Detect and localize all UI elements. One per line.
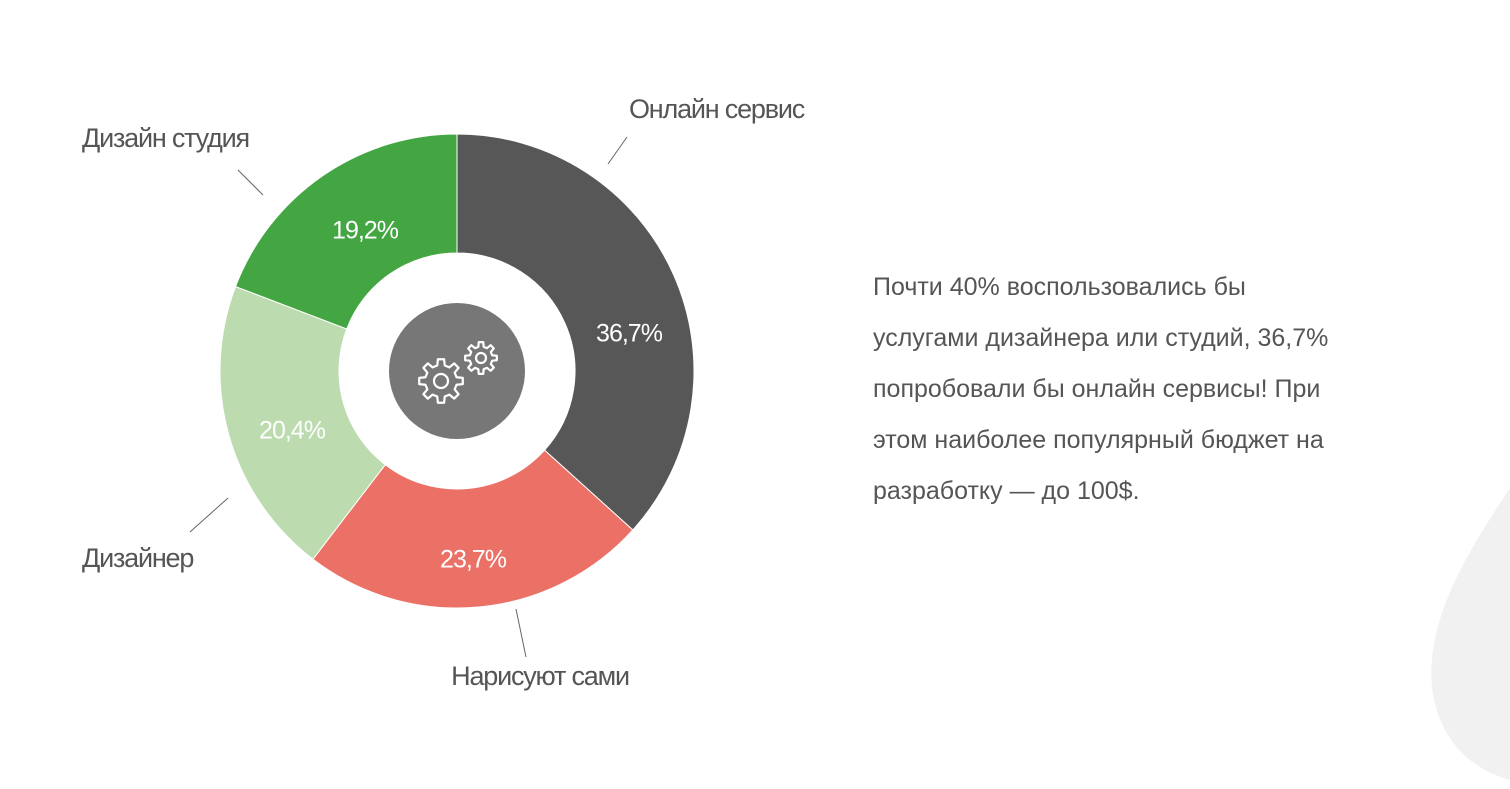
slice-labels: 36,7% Онлайн сервис 23,7% Нарисуют сами 20,4…: [82, 94, 806, 691]
donut-slice: [312, 449, 634, 609]
description-text: Почти 40% воспользовались бы услугами ди…: [873, 262, 1453, 517]
large-gear-hole-icon: [432, 372, 450, 390]
description-line: услугами дизайнера или студий, 36,7%: [873, 324, 1329, 352]
leader-line: [189, 497, 229, 533]
description-line: этом наиболее популярный бюджет на: [873, 426, 1324, 454]
donut-slice: [234, 133, 458, 330]
slice-category-label: Онлайн сервис: [629, 94, 805, 124]
small-gear-icon: [464, 341, 498, 375]
slice-value-label: 36,7%: [596, 320, 663, 348]
donut-chart: 36,7% Онлайн сервис 23,7% Нарисуют сами 20,4…: [82, 94, 806, 691]
leader-line: [237, 169, 264, 196]
slice-value-label: 23,7%: [440, 546, 507, 574]
gears-icon: [418, 341, 498, 404]
center-badge: [389, 303, 525, 439]
leader-line: [607, 136, 628, 165]
slice-category-label: Дизайнер: [82, 543, 193, 573]
small-gear-hole-icon: [474, 351, 488, 365]
donut-slice: [456, 133, 695, 531]
slice-value-label: 20,4%: [259, 417, 326, 445]
description-line: разработку — до 100$.: [873, 477, 1140, 505]
description-line: попробовали бы онлайн сервисы! При: [873, 375, 1321, 403]
slice-category-label: Нарисуют сами: [451, 661, 629, 691]
description-line: Почти 40% воспользовались бы: [873, 273, 1246, 301]
large-gear-icon: [418, 358, 464, 404]
leader-line: [515, 608, 527, 658]
slices-layer: [219, 133, 695, 609]
leader-lines: [189, 136, 628, 658]
slice-value-label: 19,2%: [332, 217, 399, 245]
donut-slice: [219, 285, 386, 560]
slice-category-label: Дизайн студия: [82, 123, 249, 153]
